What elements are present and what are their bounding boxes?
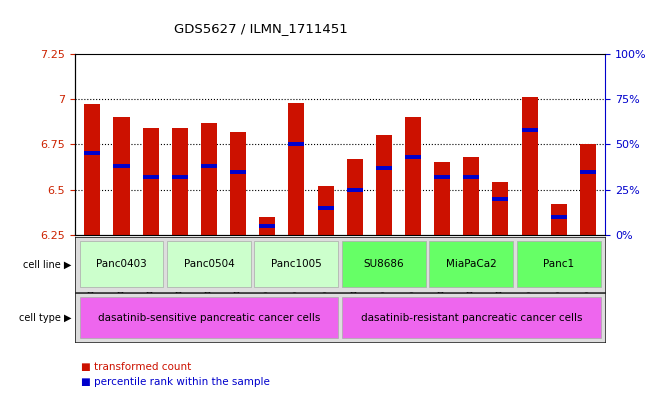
Bar: [464, 175, 479, 179]
Bar: [405, 117, 421, 235]
Bar: [342, 298, 601, 338]
Bar: [259, 217, 275, 235]
Bar: [85, 105, 100, 235]
Bar: [492, 182, 508, 235]
Bar: [430, 241, 513, 287]
Bar: [259, 224, 275, 228]
Bar: [376, 135, 392, 235]
Bar: [201, 123, 217, 235]
Bar: [517, 241, 601, 287]
Bar: [580, 169, 596, 174]
Bar: [434, 175, 450, 179]
Bar: [255, 241, 339, 287]
Text: Panc0504: Panc0504: [184, 259, 234, 269]
Text: Panc1005: Panc1005: [271, 259, 322, 269]
Bar: [167, 241, 251, 287]
Bar: [318, 186, 333, 235]
Bar: [492, 197, 508, 201]
Bar: [172, 128, 188, 235]
Bar: [143, 175, 159, 179]
Bar: [85, 151, 100, 155]
Bar: [230, 132, 246, 235]
Text: dasatinib-sensitive pancreatic cancer cells: dasatinib-sensitive pancreatic cancer ce…: [98, 313, 320, 323]
Bar: [551, 204, 567, 235]
Bar: [288, 142, 305, 146]
Bar: [201, 164, 217, 168]
Text: SU8686: SU8686: [363, 259, 404, 269]
Bar: [79, 298, 339, 338]
Bar: [376, 166, 392, 170]
Bar: [318, 206, 333, 210]
Bar: [79, 241, 163, 287]
Text: ■ transformed count: ■ transformed count: [81, 362, 191, 371]
Bar: [521, 128, 538, 132]
Text: Panc1: Panc1: [543, 259, 574, 269]
Bar: [230, 169, 246, 174]
Text: Panc0403: Panc0403: [96, 259, 147, 269]
Bar: [342, 241, 426, 287]
Bar: [347, 188, 363, 192]
Text: cell line ▶: cell line ▶: [23, 259, 72, 269]
Bar: [113, 117, 130, 235]
Bar: [113, 164, 130, 168]
Bar: [172, 175, 188, 179]
Bar: [405, 155, 421, 159]
Bar: [288, 103, 305, 235]
Text: ■ percentile rank within the sample: ■ percentile rank within the sample: [81, 377, 270, 387]
Bar: [434, 162, 450, 235]
Bar: [551, 215, 567, 219]
Text: MiaPaCa2: MiaPaCa2: [446, 259, 497, 269]
Bar: [521, 97, 538, 235]
Text: cell type ▶: cell type ▶: [19, 313, 72, 323]
Text: dasatinib-resistant pancreatic cancer cells: dasatinib-resistant pancreatic cancer ce…: [361, 313, 582, 323]
Bar: [464, 157, 479, 235]
Text: GDS5627 / ILMN_1711451: GDS5627 / ILMN_1711451: [174, 22, 347, 35]
Bar: [143, 128, 159, 235]
Bar: [347, 159, 363, 235]
Bar: [580, 144, 596, 235]
